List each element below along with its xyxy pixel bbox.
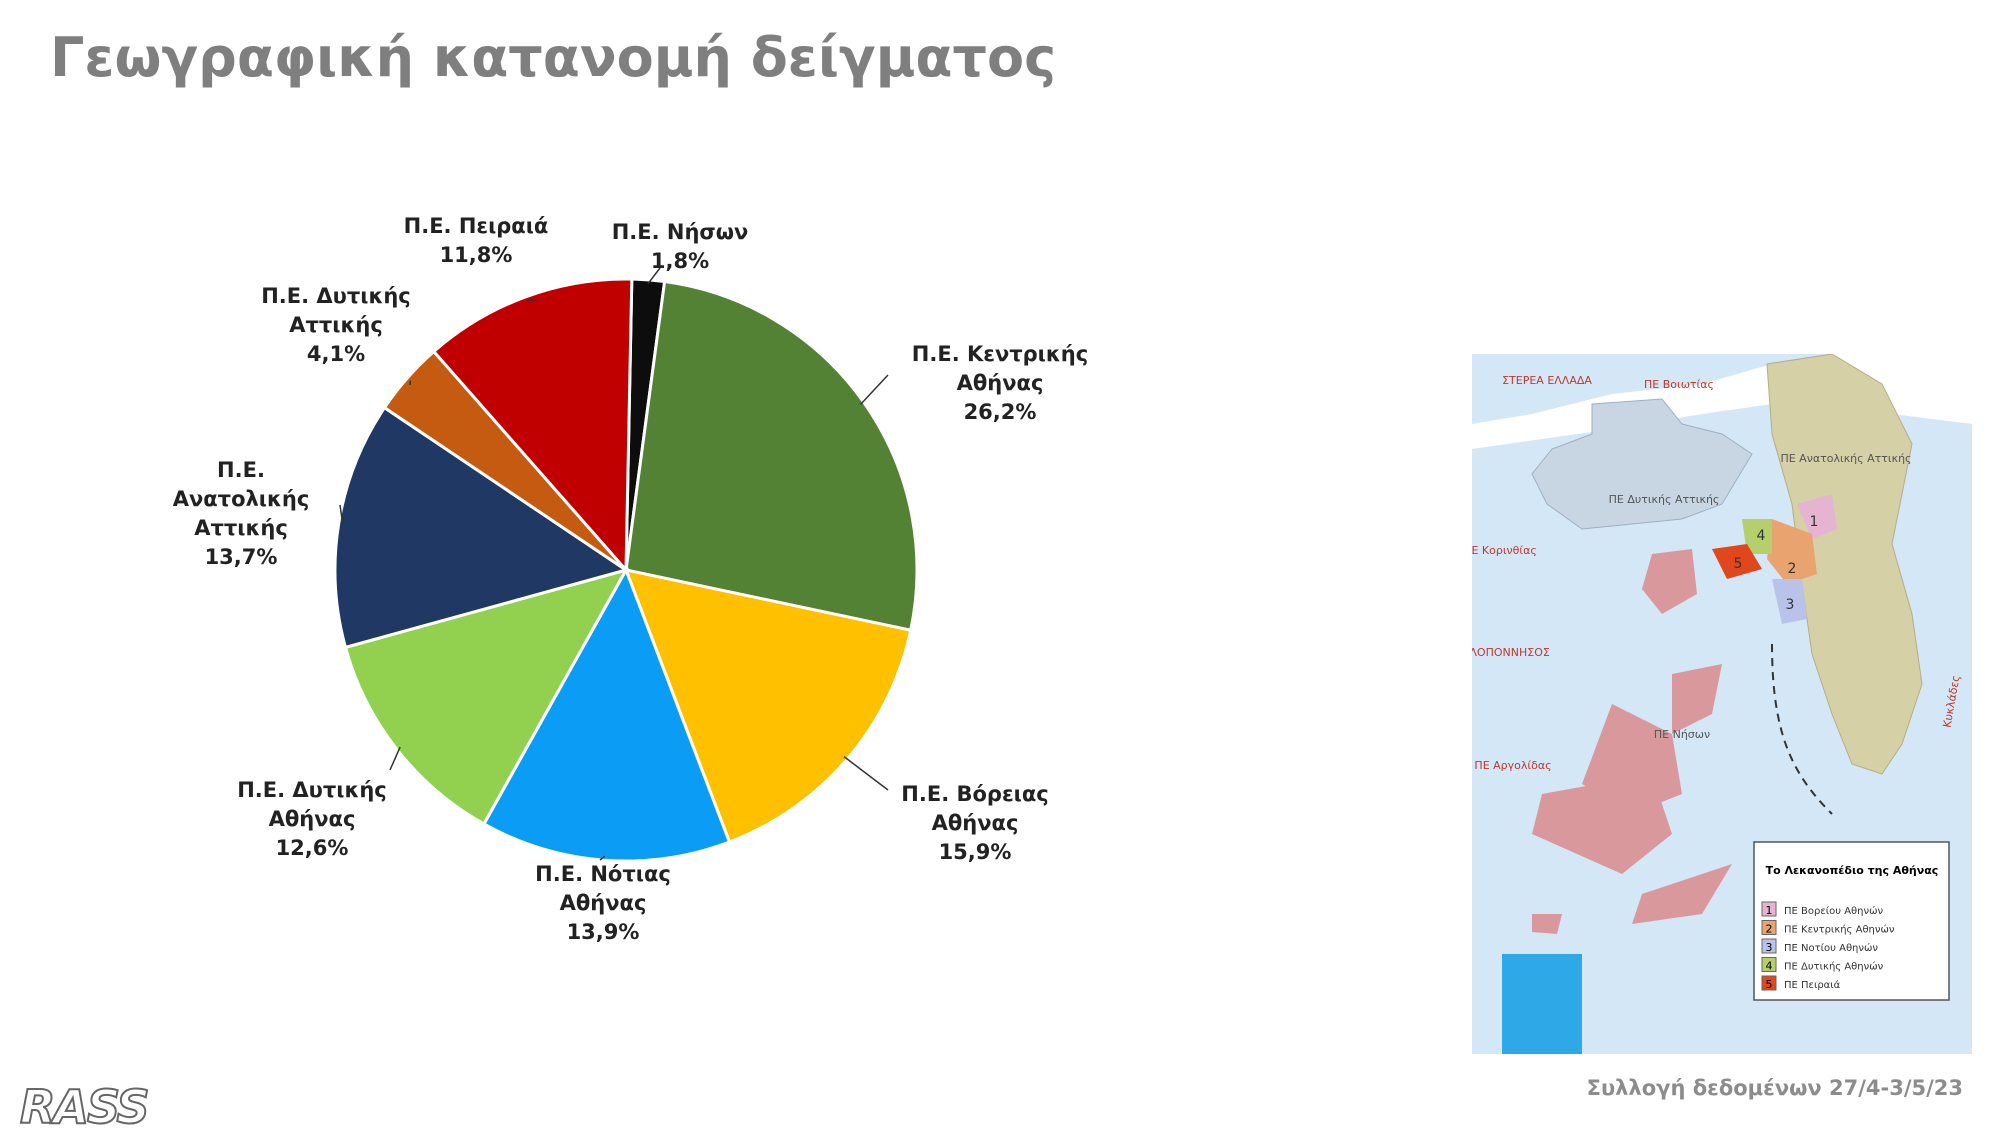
slide-title: Γεωγραφική κατανομή δείγματος — [50, 26, 1057, 89]
pie-slice — [333, 405, 630, 650]
map-label: ΠΕ Νήσων — [1654, 728, 1710, 741]
legend-box — [1753, 841, 1950, 1001]
slice-label: Π.Ε. Κεντρικής Αθήνας 26,2% — [905, 340, 1095, 427]
legend-swatch — [1761, 901, 1777, 917]
leader-line — [859, 374, 889, 406]
leader-line — [599, 855, 606, 861]
legend-item: ΠΕ Βορείου Αθηνών — [1784, 905, 1883, 917]
value-label: 13,7% — [204, 545, 278, 569]
west-attica — [1531, 398, 1753, 530]
category-label: Π.Ε. Νότιας Αθήνας — [535, 862, 671, 915]
value-label: 1,8% — [650, 249, 710, 273]
legend-number: 4 — [1766, 960, 1773, 973]
map-label: ΠΕΛΟΠΟΝΝΗΣΟΣ — [1472, 646, 1550, 659]
value-label: 15,9% — [938, 840, 1012, 864]
arrow — [1771, 643, 1833, 815]
value-label: 11,8% — [439, 243, 513, 267]
slice-label: Π.Ε. Δυτικής Αθήνας 12,6% — [232, 776, 392, 863]
leader-line — [389, 746, 401, 771]
map-label: ΠΕ Ανατολικής Αττικής — [1780, 452, 1911, 465]
area-number: 5 — [1734, 556, 1743, 572]
map-label: ΠΕ Βοιωτίας — [1644, 378, 1714, 391]
area-number: 3 — [1786, 597, 1795, 613]
pie-slice — [624, 279, 919, 633]
category-label: Π.Ε. Ανατολικής Αττικής — [172, 458, 310, 540]
category-label: Π.Ε. Κεντρικής Αθήνας — [911, 342, 1089, 395]
pie-slice — [343, 567, 630, 826]
area-4 — [1742, 519, 1772, 554]
pie-slice — [431, 277, 634, 574]
legend-title: Το Λεκανοπέδιο της Αθήνας — [1766, 864, 1939, 877]
value-label: 4,1% — [306, 342, 366, 366]
logo: RASS — [19, 1079, 151, 1135]
map: ΣΤΕΡΕΑ ΕΛΛΑΔΑ ΠΕ Βοιωτίας ΠΕ Ανατολικής Ατ… — [1472, 354, 1972, 1054]
category-label: Π.Ε. Νήσων — [611, 220, 749, 244]
legend-number: 3 — [1766, 941, 1773, 954]
area-1 — [1797, 494, 1837, 539]
map-label: ΠΕ Δυτικής Αττικής — [1609, 493, 1720, 506]
legend-item: ΠΕ Κεντρικής Αθηνών — [1784, 924, 1895, 936]
legend-number: 2 — [1766, 923, 1773, 936]
category-label: Π.Ε. Δυτικής Αθήνας — [237, 778, 387, 831]
legend-item: ΠΕ Πειραιά — [1784, 979, 1841, 991]
area-number: 4 — [1757, 528, 1766, 544]
pie-slice — [481, 566, 732, 863]
slice-label: Π.Ε. Νήσων 1,8% — [590, 218, 770, 276]
footer: Συλλογή δεδομένων 27/4-3/5/23 — [1586, 1076, 1963, 1100]
area-2 — [1767, 519, 1817, 584]
inset — [1502, 954, 1582, 1054]
area-5 — [1712, 544, 1762, 579]
leader-line — [647, 267, 661, 285]
map-label: ΠΕ Κορινθίας — [1472, 544, 1537, 557]
slice-label: Π.Ε. Βόρειας Αθήνας 15,9% — [880, 780, 1070, 867]
islands — [1532, 549, 1732, 934]
value-label: 12,6% — [275, 836, 349, 860]
category-label: Π.Ε. Δυτικής Αττικής — [261, 284, 411, 337]
area-3 — [1772, 579, 1807, 624]
legend-item: ΠΕ Νοτίου Αθηνών — [1784, 942, 1878, 954]
slice-label: Π.Ε. Ανατολικής Αττικής 13,7% — [171, 456, 311, 572]
legend-swatch — [1761, 957, 1777, 972]
legend-number: 5 — [1766, 978, 1773, 991]
category-label: Π.Ε. Βόρειας Αθήνας — [901, 782, 1049, 835]
category-label: Π.Ε. Πειραιά — [403, 214, 549, 238]
area-number: 1 — [1810, 514, 1819, 530]
leader-line — [843, 756, 889, 791]
legend-swatch — [1761, 975, 1777, 991]
legend-number: 1 — [1766, 904, 1773, 917]
legend-swatch — [1761, 938, 1777, 954]
slice-label: Π.Ε. Νότιας Αθήνας 13,9% — [523, 860, 683, 947]
map-label: ΠΕ Αργολίδας — [1474, 759, 1551, 772]
value-label: 26,2% — [963, 400, 1037, 424]
slice-label: Π.Ε. Δυτικής Αττικής 4,1% — [251, 282, 421, 369]
slice-label: Π.Ε. Πειραιά 11,8% — [386, 212, 566, 270]
area-number: 2 — [1788, 561, 1797, 577]
legend-swatch — [1761, 920, 1777, 935]
value-label: 13,9% — [566, 920, 640, 944]
legend-item: ΠΕ Δυτικής Αθηνών — [1784, 961, 1884, 973]
leader-line — [339, 504, 344, 524]
map-label: ΣΤΕΡΕΑ ΕΛΛΑΔΑ — [1502, 374, 1592, 387]
